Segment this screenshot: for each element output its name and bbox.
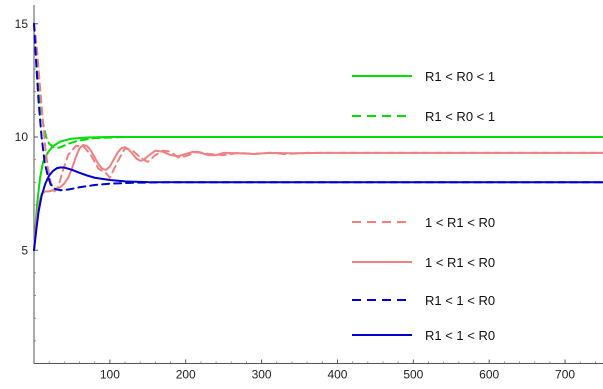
series-line-2 — [33, 22, 603, 193]
y-tick-label: 5 — [21, 243, 28, 257]
axes — [33, 5, 603, 364]
x-tick-label: 600 — [479, 368, 499, 382]
legend-label-3: 1 < R1 < R0 — [425, 255, 495, 270]
x-tick-label: 300 — [252, 368, 272, 382]
legend-label-0: R1 < R0 < 1 — [425, 69, 495, 84]
x-tick-label: 200 — [176, 368, 196, 382]
legend-label-2: 1 < R1 < R0 — [425, 215, 495, 230]
x-tick-label: 400 — [327, 368, 347, 382]
series-line-3 — [33, 143, 603, 252]
x-tick-label: 500 — [403, 368, 423, 382]
y-tick-label: 10 — [15, 130, 29, 144]
x-tick-label: 700 — [555, 368, 575, 382]
series-layer — [33, 22, 603, 252]
series-line-0 — [33, 136, 603, 252]
legend-label-5: R1 < 1 < R0 — [425, 328, 495, 343]
legend-label-4: R1 < 1 < R0 — [425, 293, 495, 308]
series-line-4 — [33, 22, 603, 192]
legend-label-1: R1 < R0 < 1 — [425, 109, 495, 124]
y-tick-label: 15 — [15, 17, 29, 31]
ticks: 100 200 300 400 500 600 700 5 10 15 — [15, 17, 596, 382]
series-line-1 — [33, 22, 603, 150]
legend: R1 < R0 < 1 R1 < R0 < 1 1 < R1 < R0 1 < R1 … — [352, 69, 495, 343]
series-line-5 — [33, 166, 603, 252]
x-tick-label: 100 — [100, 368, 120, 382]
